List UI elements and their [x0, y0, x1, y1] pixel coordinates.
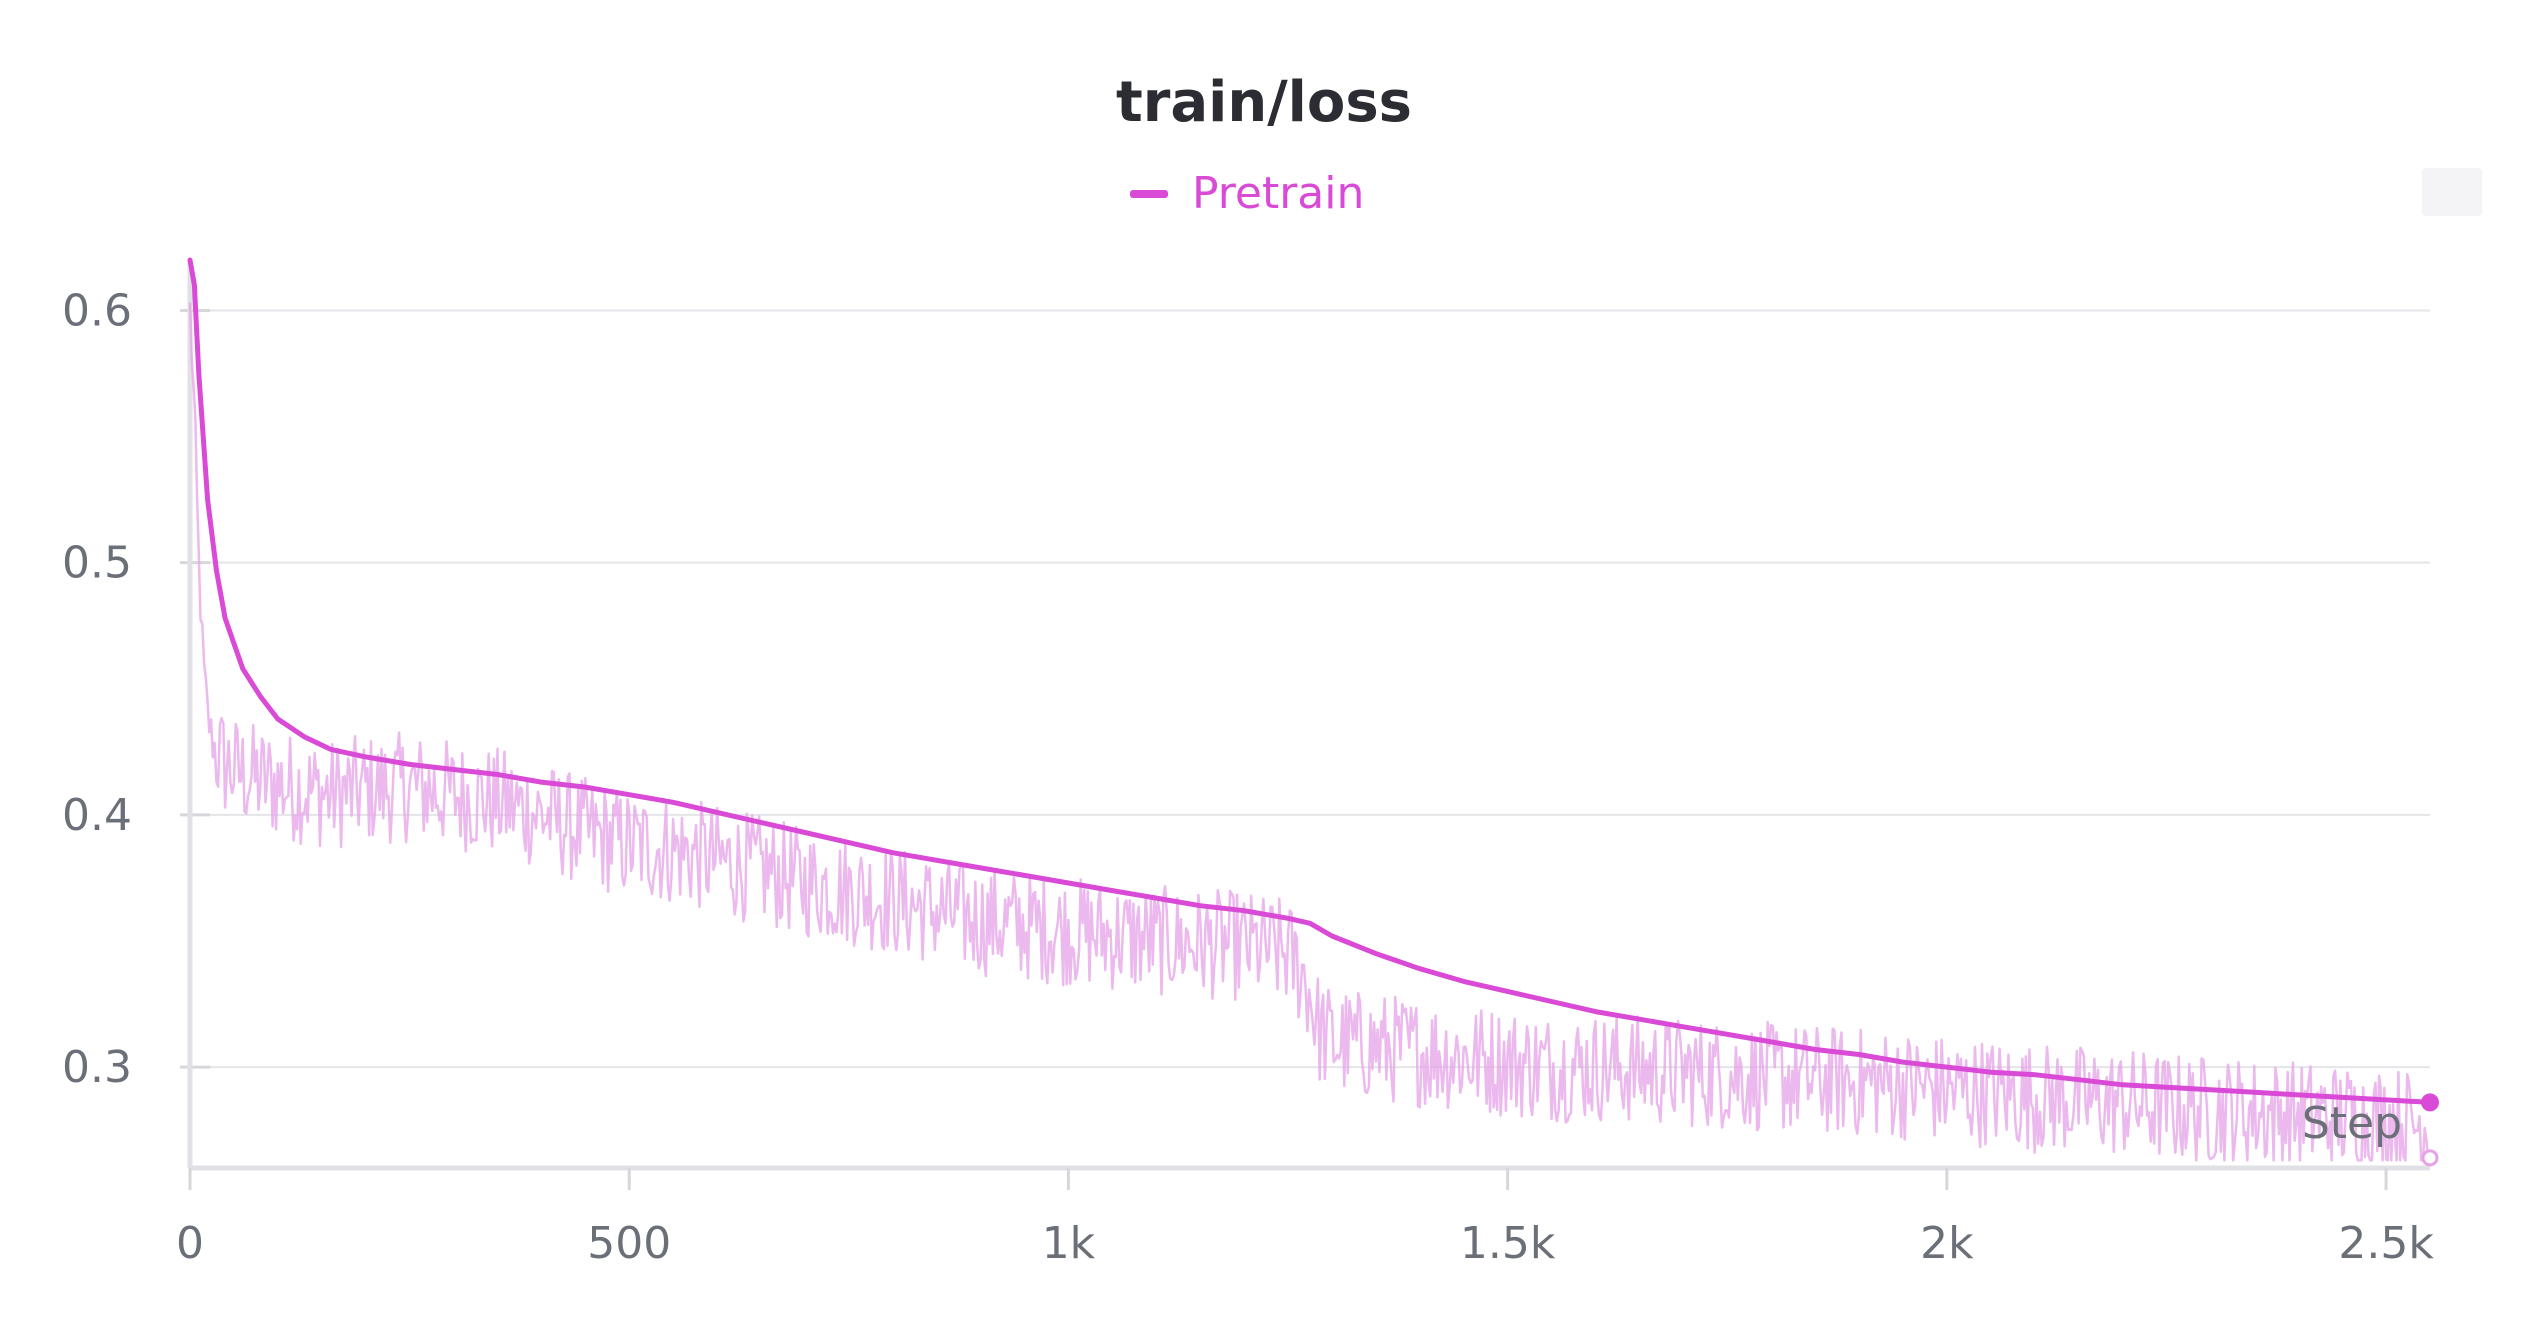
x-tick-label: 2k: [1920, 1218, 1974, 1269]
x-tick-label: 500: [587, 1218, 671, 1269]
x-tick-label: 0: [176, 1218, 204, 1269]
y-tick-label: 0.6: [62, 285, 132, 336]
x-axis-title: Step: [2302, 1098, 2402, 1149]
chart-menu-button[interactable]: [2422, 168, 2482, 216]
x-tick-label: 1k: [1042, 1218, 1096, 1269]
y-tick-label: 0.5: [62, 538, 132, 589]
series-end-point: [2421, 1093, 2439, 1112]
x-tick-label: 2.5k: [2338, 1218, 2434, 1269]
smoothed-series-line: [187, 257, 2433, 1105]
legend-swatch: [1130, 189, 1168, 198]
raw-series-line: [188, 302, 2432, 1162]
raw-series-end-point: [2421, 1149, 2439, 1167]
y-tick-label: 0.3: [62, 1042, 132, 1093]
chart-title: train/loss: [1115, 70, 1413, 135]
x-tick-label: 1.5k: [1460, 1218, 1556, 1269]
legend-entry-pretrain: Pretrain: [1192, 168, 1365, 219]
y-tick-label: 0.4: [62, 790, 132, 841]
legend[interactable]: Pretrain: [1130, 168, 1364, 219]
